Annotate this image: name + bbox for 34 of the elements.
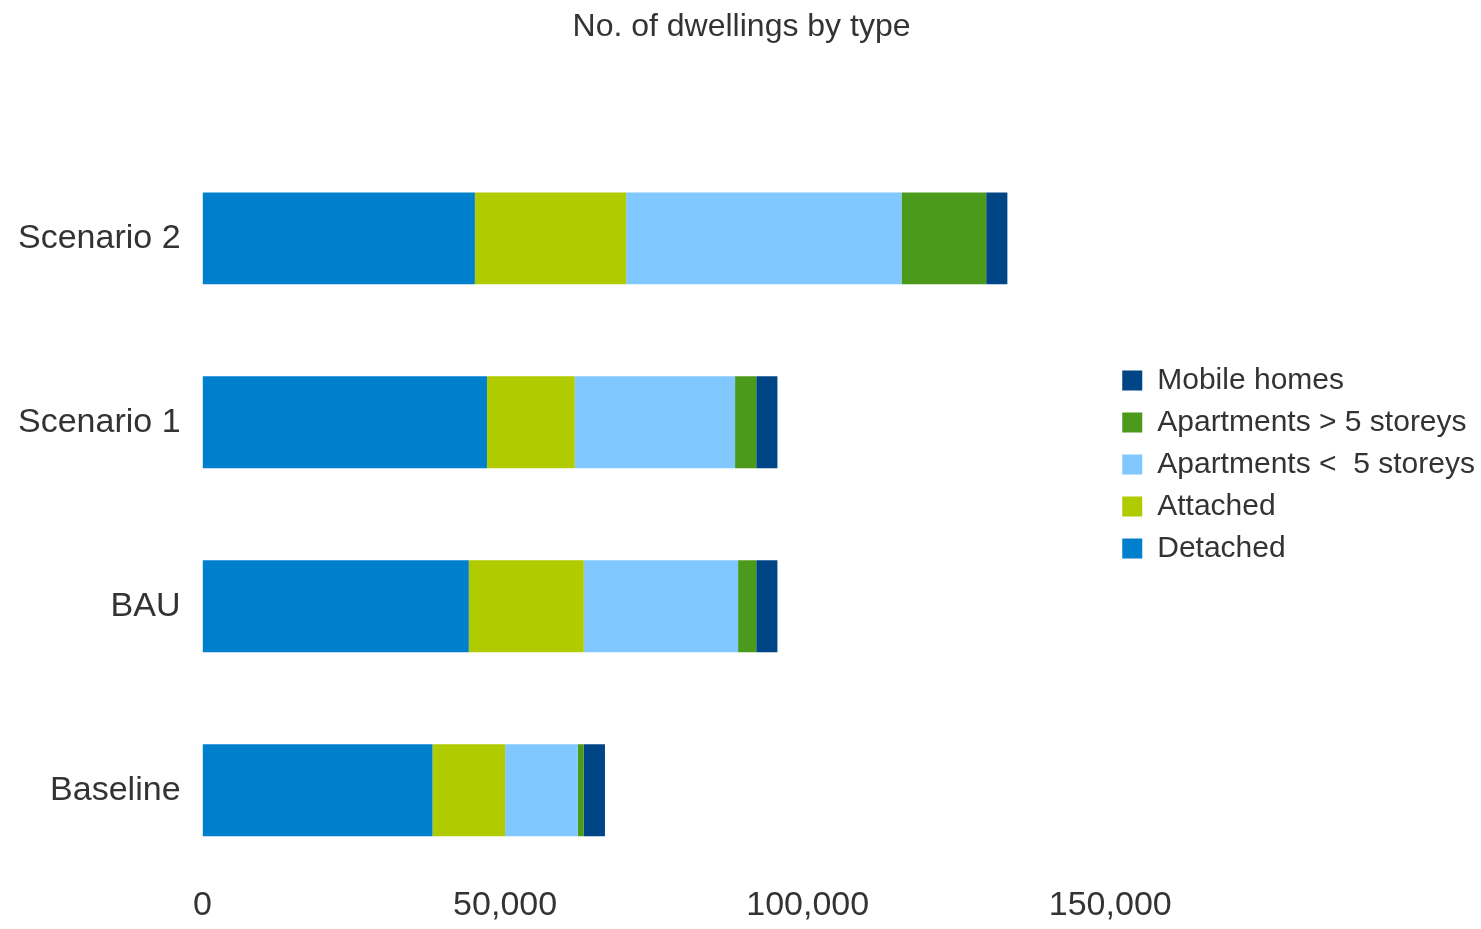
x-tick-label: 150,000 [1048, 883, 1172, 922]
chart-title: No. of dwellings by type [572, 7, 911, 44]
y-tick-label: BAU [110, 584, 181, 623]
bar [738, 560, 757, 653]
bar [583, 744, 605, 837]
bar [735, 376, 757, 469]
bar [202, 376, 487, 469]
bar [986, 192, 1008, 285]
legend-label: Apartments > 5 storeys [1157, 403, 1467, 437]
bar [756, 376, 778, 469]
bar [486, 376, 575, 469]
bar [574, 376, 736, 469]
bar [901, 192, 987, 285]
bar [583, 560, 739, 653]
y-tick-label: Baseline [50, 768, 181, 807]
legend-label: Attached [1157, 487, 1276, 521]
legend-label: Detached [1157, 529, 1286, 563]
bar [626, 192, 902, 285]
y-tick-label: Scenario 1 [18, 400, 181, 439]
bar [756, 560, 778, 653]
bar [474, 192, 627, 285]
legend-label: Apartments < 5 storeys [1157, 445, 1475, 479]
x-tick-label: 100,000 [746, 883, 870, 922]
bar [202, 560, 469, 653]
bar [202, 192, 475, 285]
y-tick-label: Scenario 2 [18, 216, 181, 255]
x-tick-label: 0 [193, 883, 213, 922]
bar [468, 560, 584, 653]
x-tick-label: 50,000 [453, 883, 558, 922]
bar [432, 744, 506, 837]
legend-label: Mobile homes [1157, 361, 1345, 395]
bar [202, 744, 433, 837]
bar [577, 744, 584, 837]
bar [505, 744, 578, 837]
